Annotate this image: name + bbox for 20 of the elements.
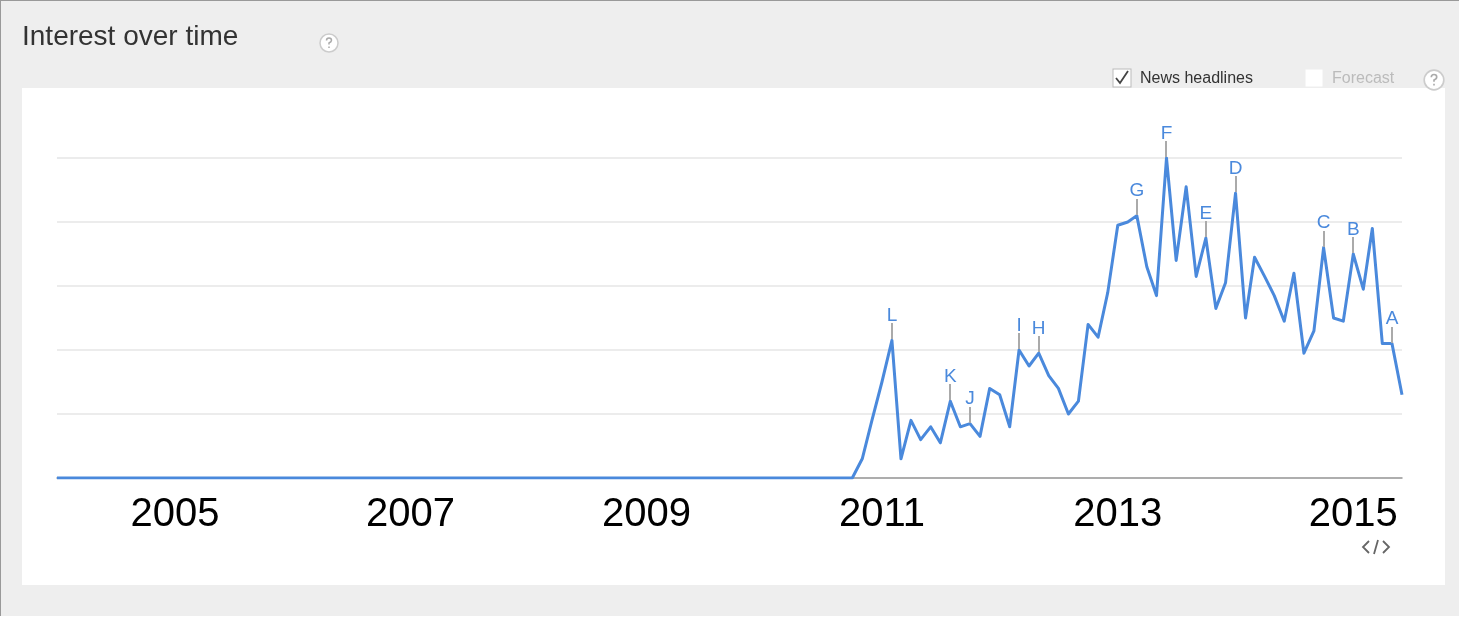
annotation: D [1228, 156, 1243, 178]
x-tick-label: 2015 [1308, 490, 1398, 534]
annotation: C [1316, 211, 1331, 233]
annotation: J [965, 387, 975, 409]
x-tick-label: 2007 [366, 490, 456, 534]
x-tick-label: 2005 [130, 490, 220, 534]
annotation: B [1346, 217, 1360, 239]
annotation: H [1031, 316, 1046, 338]
annotation: F [1160, 121, 1173, 143]
x-tick-label: 2011 [838, 490, 925, 534]
annotation: L [886, 303, 898, 325]
annotation: A [1385, 307, 1399, 329]
x-tick-label: 2009 [601, 490, 691, 534]
annotation: I [1016, 313, 1022, 335]
x-tick-label: 2013 [1073, 490, 1163, 534]
annotation: K [943, 364, 957, 386]
text: News headlines [1140, 69, 1253, 87]
chart-title: Interest over time [22, 20, 239, 52]
annotation: G [1129, 179, 1145, 201]
annotation: E [1199, 201, 1213, 223]
